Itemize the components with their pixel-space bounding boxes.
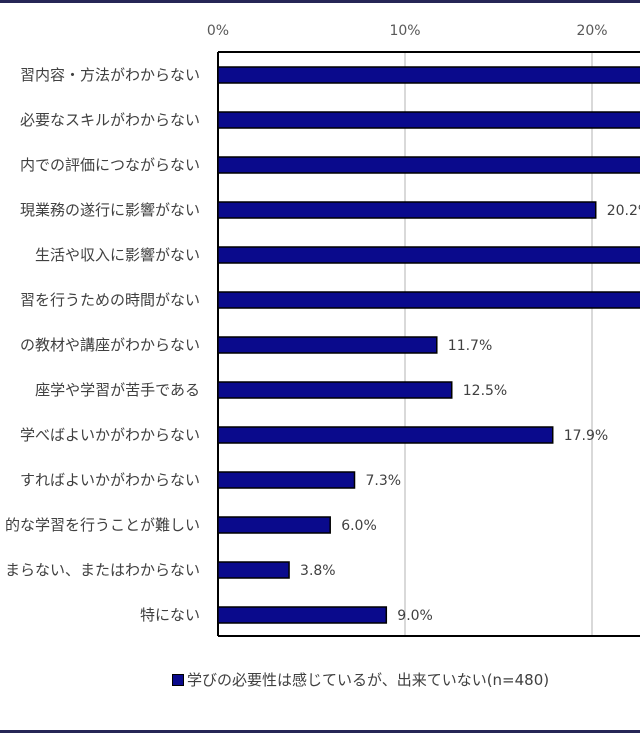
bar <box>217 471 356 489</box>
x-tick-label: 10% <box>389 23 420 39</box>
legend-label: 学びの必要性は感じているが、出来ていない(n=480) <box>187 671 550 689</box>
data-label: 7.3% <box>366 473 402 489</box>
bar <box>217 111 640 129</box>
data-label: 20.2% <box>607 203 640 219</box>
category-label: 必要なスキルがわからない <box>20 111 200 129</box>
category-label: の教材や講座がわからない <box>20 336 200 354</box>
category-label: 内での評価につながらない <box>20 156 200 174</box>
data-label: 11.7% <box>448 338 492 354</box>
bar <box>217 291 640 309</box>
x-tick-label: 0% <box>207 23 229 39</box>
frame-top-border <box>0 0 640 3</box>
data-label: 12.5% <box>463 383 507 399</box>
bar <box>217 66 640 84</box>
frame-bottom-border <box>0 730 640 733</box>
category-label: 的な学習を行うことが難しい <box>5 516 200 534</box>
category-label: 学べばよいかがわからない <box>20 426 200 444</box>
bar <box>217 426 554 444</box>
legend-swatch <box>172 673 184 686</box>
data-label: 6.0% <box>341 518 377 534</box>
data-label: 17.9% <box>564 428 608 444</box>
category-label: 座学や学習が苦手である <box>35 381 200 399</box>
bar <box>217 246 640 264</box>
category-label: すればよいかがわからない <box>20 471 200 489</box>
data-label: 9.0% <box>397 608 433 624</box>
data-label: 3.8% <box>300 563 336 579</box>
bar <box>217 561 290 579</box>
category-label: 現業務の遂行に影響がない <box>20 201 200 219</box>
bar <box>217 336 438 354</box>
category-label: 習を行うための時間がない <box>20 291 200 309</box>
bar <box>217 156 640 174</box>
category-label: 特にない <box>140 606 200 624</box>
category-label: 習内容・方法がわからない <box>20 66 200 84</box>
category-label: まらない、またはわからない <box>5 561 200 579</box>
bar <box>217 381 453 399</box>
x-tick-label: 20% <box>576 23 607 39</box>
bar <box>217 516 331 534</box>
bar <box>217 606 388 624</box>
category-label: 生活や収入に影響がない <box>35 246 200 264</box>
bar <box>217 201 597 219</box>
legend: 学びの必要性は感じているが、出来ていない(n=480) <box>172 669 549 690</box>
